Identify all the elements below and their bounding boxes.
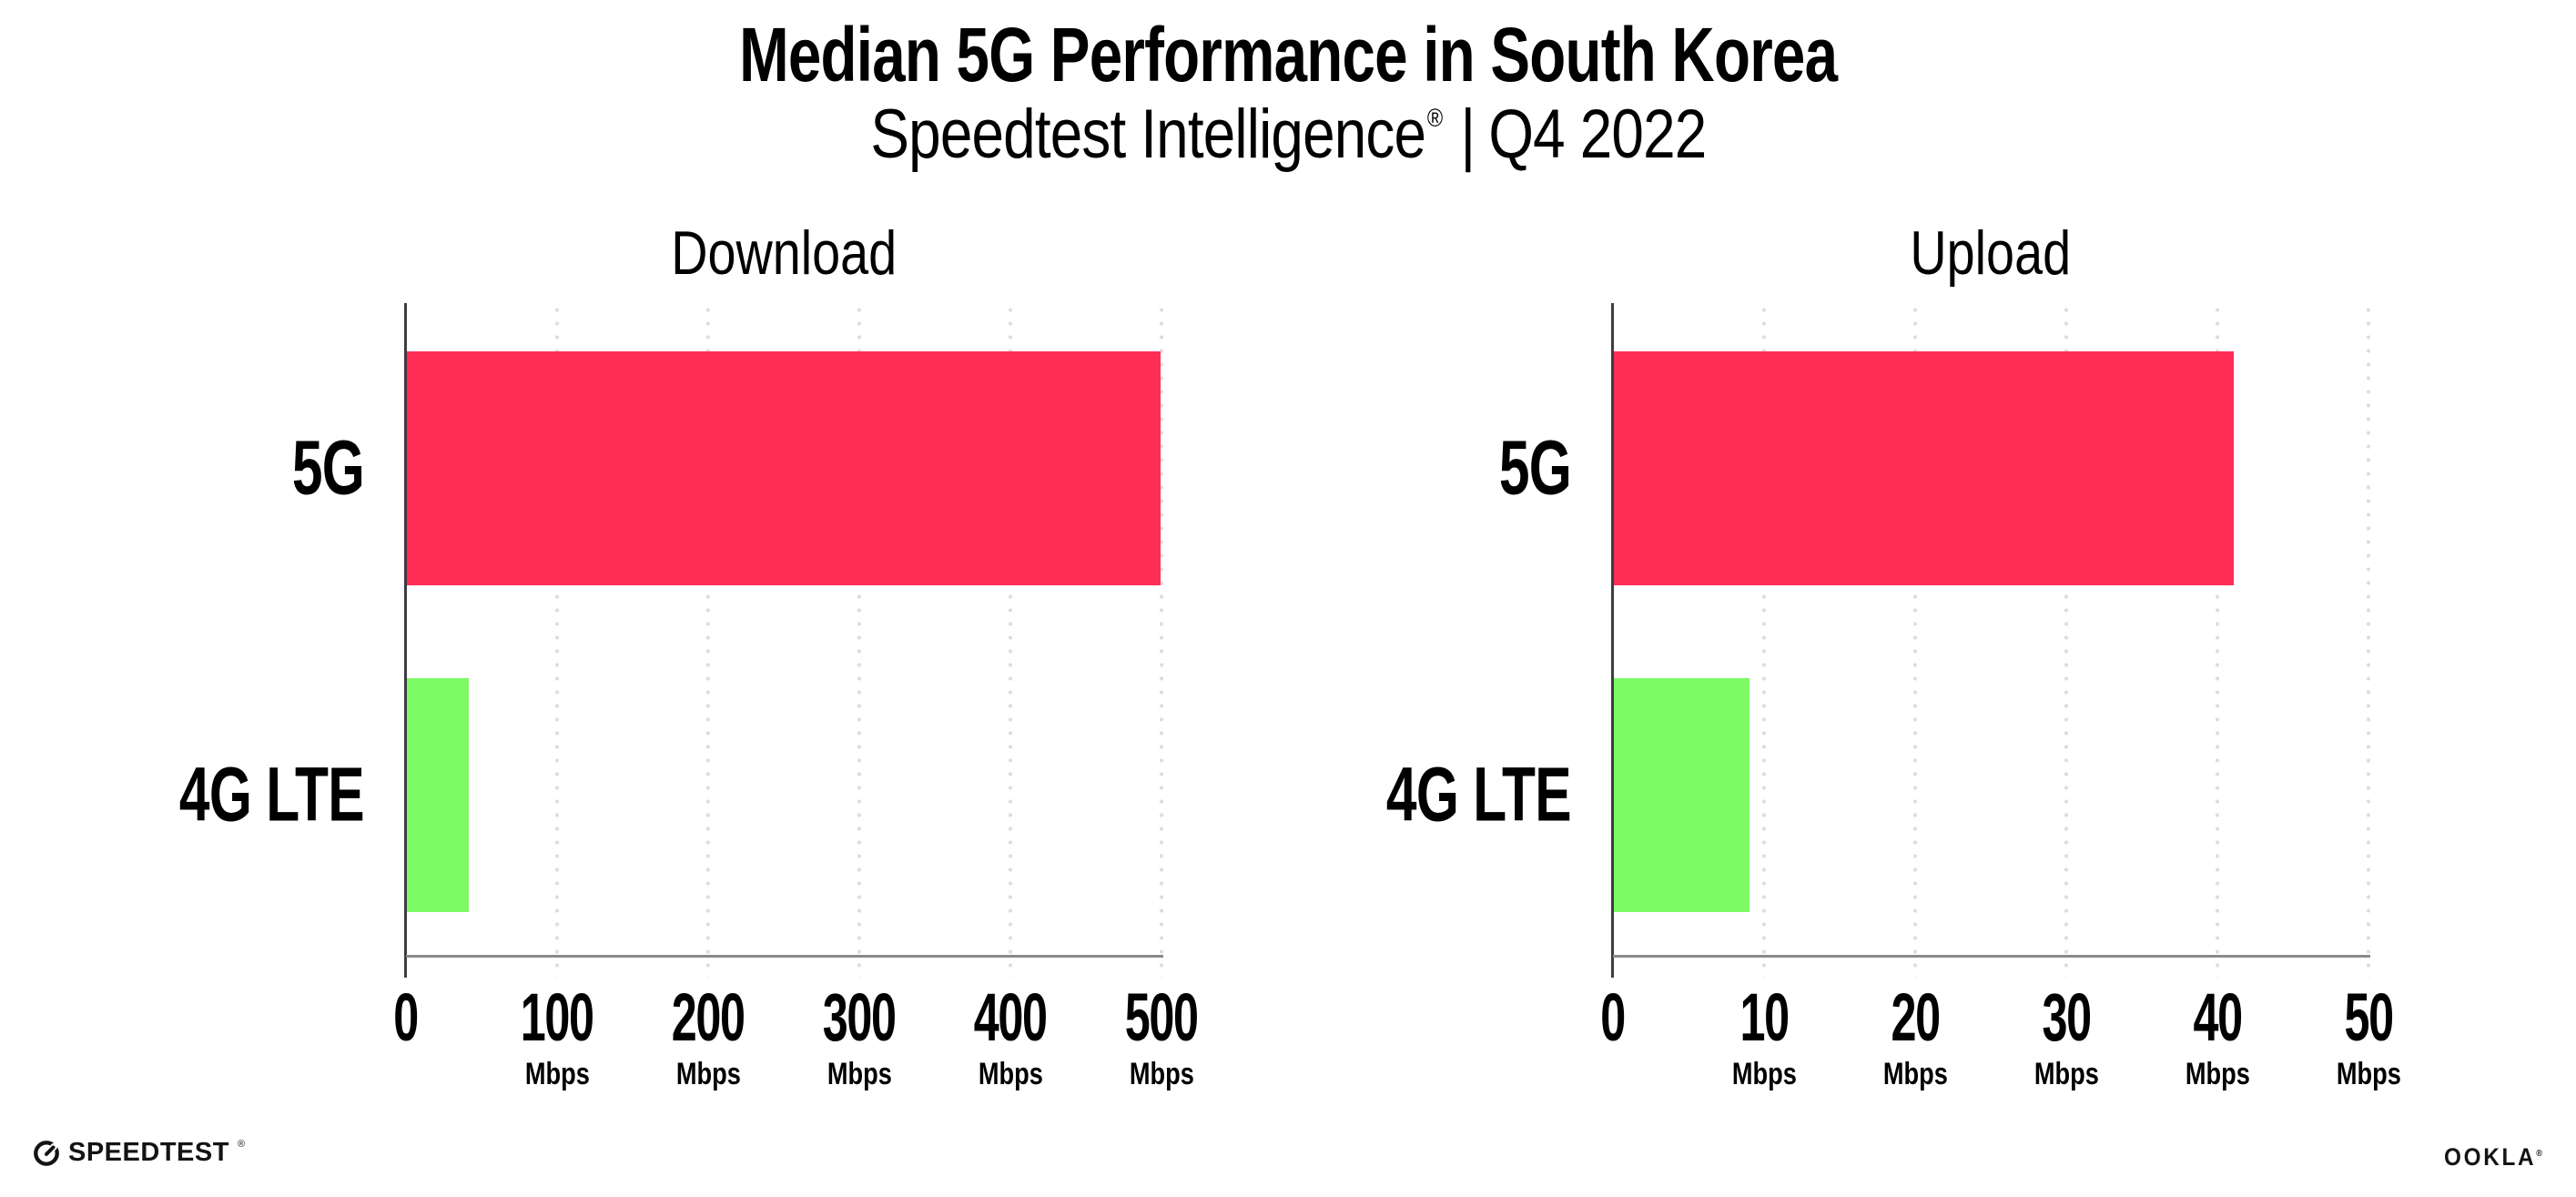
page-title: Median 5G Performance in South Korea xyxy=(738,12,1838,97)
x-tick: 400 Mbps xyxy=(865,984,1156,1090)
speedtest-wordmark: SPEEDTEST xyxy=(68,1138,229,1167)
x-tick: 100 Mbps xyxy=(411,984,703,1090)
registered-mark: ® xyxy=(1426,104,1442,132)
tick-unit: Mbps xyxy=(1882,1057,1948,1091)
gridline xyxy=(1159,303,1164,978)
page-subtitle: Speedtest Intelligence® | Q4 2022 xyxy=(0,95,2576,174)
ookla-wordmark: OOKLA xyxy=(2444,1143,2537,1171)
x-axis xyxy=(406,955,1164,958)
bar-4g-lte xyxy=(407,678,470,912)
bar-5g xyxy=(1614,351,2234,585)
chart-title-download: Download xyxy=(670,218,897,288)
x-tick: 0 xyxy=(1600,979,1627,1055)
gridline xyxy=(2215,303,2220,978)
tick-unit: Mbps xyxy=(978,1057,1043,1091)
gridline xyxy=(2366,303,2371,978)
bar-4g-lte xyxy=(1614,678,1750,912)
y-axis xyxy=(1611,303,1614,978)
speedtest-gauge-icon xyxy=(34,1140,59,1166)
x-tick: 200 Mbps xyxy=(563,984,854,1090)
x-tick: 50 Mbps xyxy=(2223,984,2514,1090)
chart-title-upload: Upload xyxy=(1910,218,2072,288)
gridline xyxy=(857,303,862,978)
x-tick: 30 Mbps xyxy=(1921,984,2212,1090)
subtitle-separator: | xyxy=(1460,96,1476,173)
gridline xyxy=(1761,303,1767,978)
x-tick: 20 Mbps xyxy=(1770,984,2061,1090)
tick-unit: Mbps xyxy=(1731,1057,1797,1091)
speedtest-logo: SPEEDTEST ® xyxy=(33,1138,245,1168)
y-axis xyxy=(404,303,407,978)
tick-unit: Mbps xyxy=(827,1057,892,1091)
tick-unit: Mbps xyxy=(2033,1057,2099,1091)
bar-5g xyxy=(407,351,1161,585)
x-tick: 300 Mbps xyxy=(714,984,1005,1090)
category-label-5g: 5G xyxy=(1498,424,1572,511)
registered-mark: ® xyxy=(237,1138,246,1150)
tick-unit: Mbps xyxy=(524,1057,590,1091)
tick-unit: Mbps xyxy=(675,1057,741,1091)
tick-unit: Mbps xyxy=(2336,1057,2401,1091)
subtitle-period: Q4 2022 xyxy=(1487,96,1707,173)
gridline xyxy=(1912,303,1918,978)
category-label-5g: 5G xyxy=(291,424,365,511)
download-chart: Download 5G 4G LTE 0 100 Mbps 200 Mbps 3… xyxy=(179,218,1199,1090)
tick-unit: Mbps xyxy=(2185,1057,2250,1091)
gridline xyxy=(2064,303,2069,978)
x-tick: 500 Mbps xyxy=(1016,984,1307,1090)
x-tick: 10 Mbps xyxy=(1618,984,1910,1090)
upload-chart: Upload 5G 4G LTE 0 10 Mbps 20 Mbps 30 Mb… xyxy=(1386,218,2400,1090)
gridline xyxy=(554,303,560,978)
ookla-logo: OOKLA® xyxy=(2433,1143,2542,1172)
tick-unit: Mbps xyxy=(1129,1057,1194,1091)
gridline xyxy=(1008,303,1013,978)
x-tick: 0 xyxy=(393,979,420,1055)
registered-mark: ® xyxy=(2536,1149,2542,1159)
gridline xyxy=(705,303,711,978)
subtitle-product: Speedtest Intelligence xyxy=(870,96,1426,173)
x-tick: 40 Mbps xyxy=(2072,984,2363,1090)
category-label-4g-lte: 4G LTE xyxy=(1386,751,1572,837)
x-axis xyxy=(1613,955,2371,958)
category-label-4g-lte: 4G LTE xyxy=(179,751,365,837)
